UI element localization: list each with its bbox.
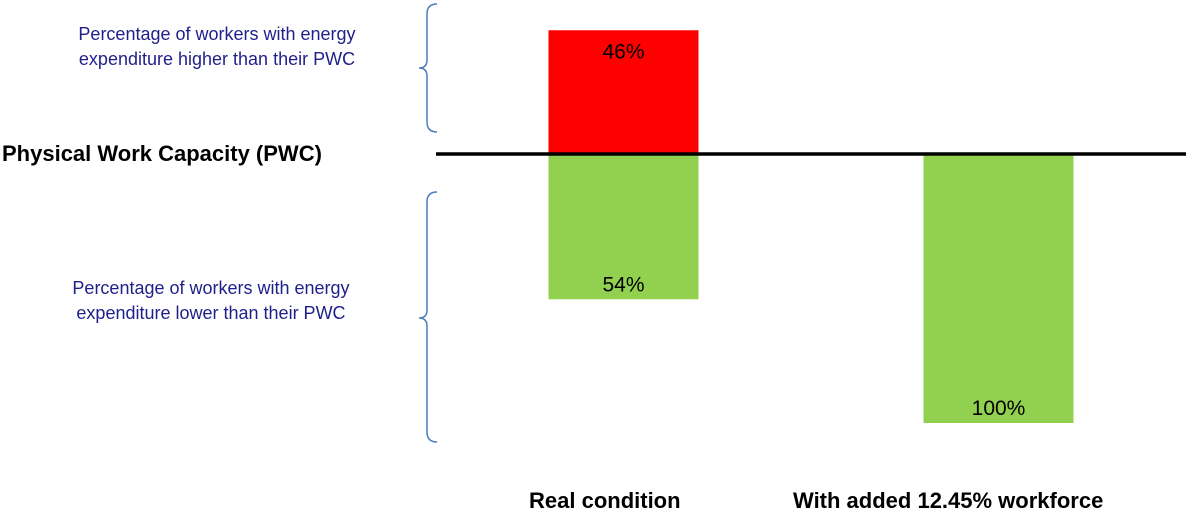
value-label-above-0: 46% [602, 40, 644, 63]
category-label-added-workforce: With added 12.45% workforce [793, 488, 1104, 513]
value-label-below-1: 100% [972, 397, 1026, 420]
bars-group [548, 30, 1074, 423]
value-label-below-0: 54% [602, 273, 644, 296]
bar-below-0 [548, 154, 699, 300]
category-label-real-condition: Real condition [529, 488, 681, 513]
bar-above-0 [548, 30, 699, 154]
value-labels-group: 46% 54% 100% [602, 40, 1025, 420]
annotation-above: Percentage of workers with energy expend… [78, 24, 356, 69]
annotation-below: Percentage of workers with energy expend… [72, 278, 350, 323]
upper-brace [418, 3, 438, 133]
bar-below-1 [923, 154, 1074, 423]
lower-brace [418, 191, 438, 443]
pwc-baseline-label: Physical Work Capacity (PWC) [2, 141, 322, 166]
